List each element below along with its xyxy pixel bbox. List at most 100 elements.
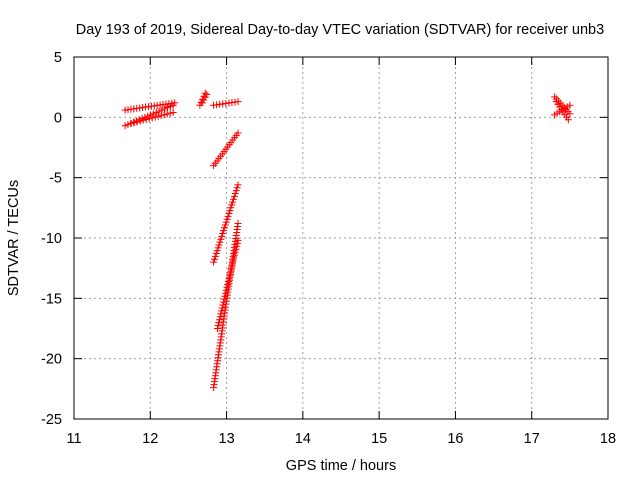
data-point [127, 119, 135, 127]
data-point [230, 254, 238, 262]
data-point [157, 112, 165, 120]
data-point [163, 110, 171, 118]
axis-ticks [73, 56, 609, 420]
y-axis-label: SDTVAR / TECUs [6, 180, 22, 296]
data-point [221, 221, 229, 229]
data-point [214, 322, 222, 330]
data-point [224, 278, 232, 286]
data-point [231, 248, 239, 256]
data-point [224, 212, 232, 220]
y-tick-label: 0 [54, 110, 62, 126]
data-point [169, 109, 177, 117]
x-tick-label: 11 [66, 431, 81, 447]
data-point [228, 201, 236, 209]
data-point [133, 118, 141, 126]
data-point [139, 116, 147, 124]
data-point [228, 263, 236, 271]
y-tick-labels: 5 0 -5 -10 -15 -20 -25 [41, 50, 62, 428]
data-point [226, 272, 234, 280]
data-point [231, 251, 239, 259]
data-point [213, 325, 221, 332]
data-point [233, 242, 241, 250]
data-point [566, 101, 574, 109]
data-point [220, 298, 228, 306]
data-point [222, 218, 230, 226]
x-tick-labels: 11 12 13 14 15 16 17 18 [66, 431, 616, 447]
data-point [218, 232, 226, 240]
x-tick-label: 13 [219, 431, 235, 447]
data-point [222, 289, 230, 297]
data-point [212, 250, 220, 258]
data-point [211, 255, 219, 263]
data-point [564, 116, 572, 124]
data-point [216, 313, 224, 321]
data-points [121, 89, 574, 392]
data-point [220, 227, 228, 235]
data-point [566, 110, 574, 118]
y-tick-label: 5 [54, 50, 62, 66]
data-point [232, 187, 240, 195]
data-point [136, 117, 144, 125]
data-point [223, 215, 231, 223]
data-point [229, 257, 237, 265]
data-point [130, 119, 138, 127]
data-point [229, 198, 237, 206]
data-point [218, 307, 226, 315]
data-point [215, 241, 223, 249]
data-point [234, 236, 242, 244]
data-point [233, 239, 241, 247]
data-point [145, 115, 153, 123]
x-tick-label: 17 [524, 431, 540, 447]
data-point [213, 247, 221, 255]
x-tick-label: 16 [447, 431, 463, 447]
data-point [148, 114, 156, 122]
data-point [154, 112, 162, 120]
data-point [232, 245, 240, 253]
data-point [227, 266, 235, 274]
x-axis-label: GPS time / hours [286, 458, 396, 474]
data-point [226, 207, 234, 215]
data-point [229, 195, 237, 203]
data-point [214, 244, 222, 252]
data-point [234, 181, 242, 189]
data-point [230, 192, 238, 200]
data-point [219, 301, 227, 309]
data-point [223, 283, 231, 291]
data-point [220, 224, 228, 232]
x-tick-label: 14 [295, 431, 311, 447]
data-point [217, 310, 225, 318]
x-tick-label: 15 [371, 431, 387, 447]
data-point [216, 238, 224, 246]
data-point [210, 258, 218, 266]
data-point [218, 304, 226, 312]
grid-lines [74, 57, 608, 419]
data-point [234, 129, 242, 137]
data-point [224, 280, 232, 288]
data-point [234, 220, 242, 228]
data-point [217, 235, 225, 243]
data-point [166, 109, 174, 117]
data-point [225, 275, 233, 283]
x-tick-label: 18 [600, 431, 616, 447]
data-point [203, 90, 211, 98]
data-point [231, 189, 239, 197]
data-point [151, 113, 159, 121]
y-tick-label: -5 [49, 171, 62, 187]
data-point [229, 260, 237, 268]
y-tick-label: -25 [41, 412, 62, 428]
y-tick-label: -15 [41, 291, 62, 307]
data-point [215, 316, 223, 324]
data-point [220, 295, 228, 303]
data-point [227, 204, 235, 212]
data-point [160, 111, 168, 119]
data-point [215, 319, 223, 327]
y-tick-label: -10 [41, 231, 62, 247]
x-tick-label: 12 [142, 431, 158, 447]
data-point [142, 115, 150, 123]
data-point [211, 252, 219, 260]
y-tick-label: -20 [41, 352, 62, 368]
data-point [221, 292, 229, 300]
chart-title: Day 193 of 2019, Sidereal Day-to-day VTE… [76, 22, 604, 38]
